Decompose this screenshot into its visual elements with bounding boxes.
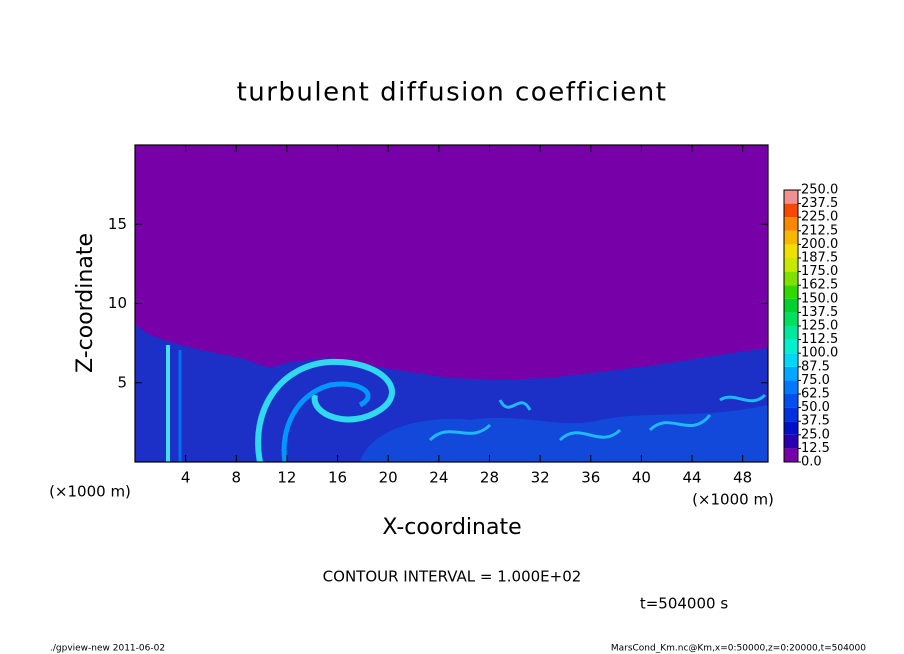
- footer-left: ./gpview-new 2011-06-02: [50, 644, 165, 654]
- colorbar-label: 100.0: [801, 346, 838, 361]
- colorbar-label: 62.5: [801, 387, 830, 402]
- footer-right: MarsCond_Km.nc@Km,x=0:50000,z=0:20000,t=…: [611, 644, 866, 654]
- colorbar-label: 212.5: [801, 223, 838, 238]
- colorbar-label: 75.0: [801, 373, 830, 388]
- colorbar-band: [784, 326, 798, 340]
- colorbar-band: [784, 244, 798, 258]
- colorbar-band: [784, 380, 798, 394]
- colorbar-label: 37.5: [801, 414, 830, 429]
- colorbar-band: [784, 217, 798, 231]
- colorbar-label: 200.0: [801, 237, 838, 252]
- colorbar-band: [784, 312, 798, 326]
- y-tick-label: 10: [108, 294, 127, 312]
- colorbar-band: [784, 353, 798, 367]
- colorbar-band: [784, 434, 798, 449]
- colorbar-band: [784, 285, 798, 299]
- colorbar-label: 0.0: [801, 455, 822, 470]
- colorbar-band: [784, 190, 798, 204]
- colorbar-label: 150.0: [801, 291, 838, 306]
- time-label: t=504000 s: [640, 595, 728, 613]
- x-tick-label: 36: [581, 469, 600, 487]
- x-tick-label: 28: [480, 469, 499, 487]
- x-tick-label: 40: [632, 469, 651, 487]
- x-tick-label: 20: [379, 469, 398, 487]
- colorbar-band: [784, 258, 798, 272]
- colorbar-label: 87.5: [801, 359, 830, 374]
- swirl: [255, 358, 395, 463]
- x-tick-label: 4: [181, 469, 191, 487]
- turbulent-core: [360, 405, 768, 462]
- colorbar-band: [784, 407, 798, 422]
- colorbar-label: 12.5: [801, 441, 830, 456]
- colorbar-band: [784, 394, 798, 408]
- y-tick-label: 15: [108, 215, 127, 233]
- colorbar-label: 187.5: [801, 251, 838, 266]
- colorbar-label: 137.5: [801, 305, 838, 320]
- x-tick-label: 16: [328, 469, 347, 487]
- colorbar-label: 250.0: [801, 183, 838, 198]
- colorbar-band: [784, 339, 798, 354]
- colorbar-band: [784, 366, 798, 381]
- colorbar-band: [784, 271, 798, 286]
- x-tick-label: 8: [232, 469, 242, 487]
- colorbar-label: 25.0: [801, 427, 830, 442]
- field: [135, 145, 768, 463]
- colorbar-label: 237.5: [801, 196, 838, 211]
- swirl-inner: [281, 381, 371, 463]
- contour-interval: CONTOUR INTERVAL = 1.000E+02: [323, 568, 582, 586]
- x-tick-label: 44: [682, 469, 701, 487]
- colorbar-label: 125.0: [801, 319, 838, 334]
- colorbar-band: [784, 203, 798, 218]
- colorbar-band: [784, 421, 798, 435]
- colorbar-band: [784, 230, 798, 245]
- wisps: [428, 393, 767, 442]
- colorbar-label: 175.0: [801, 264, 838, 279]
- x-tick-label: 32: [531, 469, 550, 487]
- x-tick-label: 12: [277, 469, 296, 487]
- colorbar-label: 112.5: [801, 332, 838, 347]
- y-tick-label: 5: [117, 373, 127, 391]
- colorbar-label: 225.0: [801, 210, 838, 225]
- colorbar-band: [784, 298, 798, 313]
- x-unit-label: (×1000 m): [692, 491, 774, 509]
- x-unit-label: (×1000 m): [49, 483, 131, 501]
- y-axis-label: Z-coordinate: [73, 233, 98, 373]
- x-axis-label: X-coordinate: [382, 515, 521, 540]
- colorbar-label: 162.5: [801, 278, 838, 293]
- x-tick-label: 24: [429, 469, 448, 487]
- chart-title: turbulent diffusion coefficient: [237, 78, 668, 108]
- colorbar-band: [784, 448, 798, 462]
- x-tick-label: 48: [733, 469, 752, 487]
- colorbar-label: 50.0: [801, 400, 830, 415]
